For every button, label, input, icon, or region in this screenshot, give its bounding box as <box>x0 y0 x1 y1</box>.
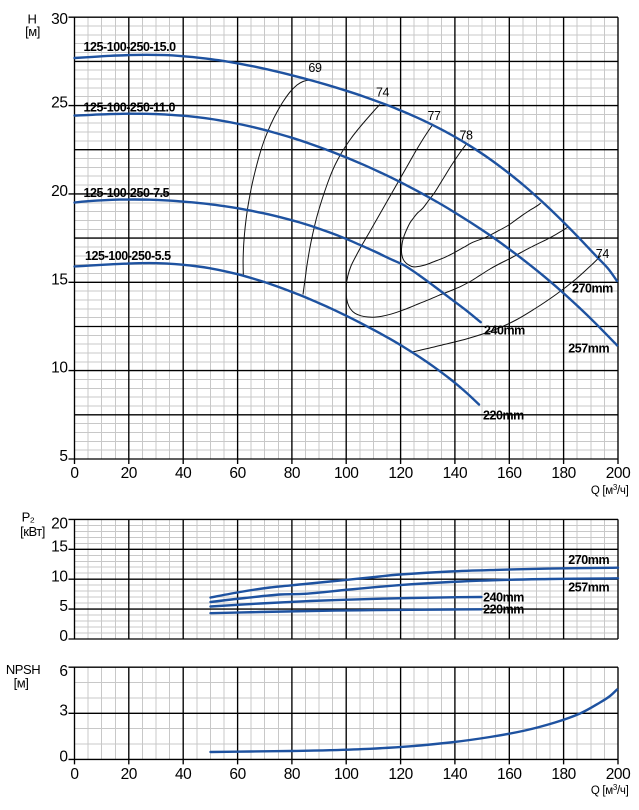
svg-text:25: 25 <box>51 95 67 112</box>
svg-text:P₂: P₂ <box>22 510 35 525</box>
svg-text:[м]: [м] <box>14 676 29 691</box>
svg-text:74: 74 <box>376 86 390 100</box>
svg-text:[м]: [м] <box>25 24 40 39</box>
svg-text:10: 10 <box>51 360 68 377</box>
svg-text:40: 40 <box>175 465 192 482</box>
svg-text:200: 200 <box>606 465 631 482</box>
svg-text:100: 100 <box>334 465 359 482</box>
svg-text:240mm: 240mm <box>483 590 524 604</box>
svg-text:125-100-250-11.0: 125-100-250-11.0 <box>84 100 176 114</box>
svg-text:60: 60 <box>229 766 246 783</box>
svg-text:257mm: 257mm <box>568 341 609 355</box>
svg-text:180: 180 <box>551 465 576 482</box>
svg-text:257mm: 257mm <box>568 580 609 594</box>
svg-text:40: 40 <box>175 766 192 783</box>
svg-text:80: 80 <box>284 766 301 783</box>
svg-text:15: 15 <box>51 271 67 288</box>
svg-text:74: 74 <box>596 247 610 261</box>
svg-text:140: 140 <box>443 465 468 482</box>
svg-text:78: 78 <box>460 129 474 143</box>
svg-text:77: 77 <box>428 109 442 123</box>
svg-text:[кВт]: [кВт] <box>20 524 45 539</box>
svg-text:5: 5 <box>59 448 67 465</box>
svg-text:120: 120 <box>388 766 413 783</box>
svg-text:140: 140 <box>443 766 468 783</box>
svg-text:3: 3 <box>59 702 67 719</box>
svg-text:80: 80 <box>284 465 301 482</box>
svg-text:0: 0 <box>70 766 79 783</box>
svg-text:6: 6 <box>59 663 67 680</box>
svg-text:240mm: 240mm <box>484 324 525 338</box>
svg-text:20: 20 <box>121 766 138 783</box>
svg-text:160: 160 <box>497 766 522 783</box>
svg-text:120: 120 <box>388 465 413 482</box>
svg-text:0: 0 <box>59 628 68 645</box>
svg-text:0: 0 <box>70 465 79 482</box>
svg-text:270mm: 270mm <box>568 553 609 567</box>
svg-text:5: 5 <box>59 598 67 615</box>
svg-text:125-100-250-15.0: 125-100-250-15.0 <box>84 40 177 54</box>
svg-text:200: 200 <box>606 766 631 783</box>
svg-text:10: 10 <box>51 568 68 585</box>
svg-text:20: 20 <box>51 516 68 533</box>
svg-text:220mm: 220mm <box>483 409 524 423</box>
svg-text:100: 100 <box>334 766 359 783</box>
svg-text:0: 0 <box>59 749 68 766</box>
svg-text:NPSH: NPSH <box>6 662 40 677</box>
svg-text:69: 69 <box>308 61 322 75</box>
svg-text:125-100-250-5.5: 125-100-250-5.5 <box>85 249 171 263</box>
svg-text:60: 60 <box>229 465 246 482</box>
svg-text:160: 160 <box>497 465 522 482</box>
svg-text:20: 20 <box>121 465 138 482</box>
svg-text:20: 20 <box>51 183 68 200</box>
svg-text:180: 180 <box>551 766 576 783</box>
svg-text:30: 30 <box>51 11 68 28</box>
svg-text:125-100-250-7.5: 125-100-250-7.5 <box>84 186 170 200</box>
svg-text:H: H <box>28 12 37 27</box>
svg-text:15: 15 <box>51 538 67 555</box>
svg-text:270mm: 270mm <box>572 282 613 296</box>
svg-text:Q [м3/ч]: Q [м3/ч] <box>591 783 629 797</box>
svg-text:Q [м3/ч]: Q [м3/ч] <box>591 483 629 497</box>
